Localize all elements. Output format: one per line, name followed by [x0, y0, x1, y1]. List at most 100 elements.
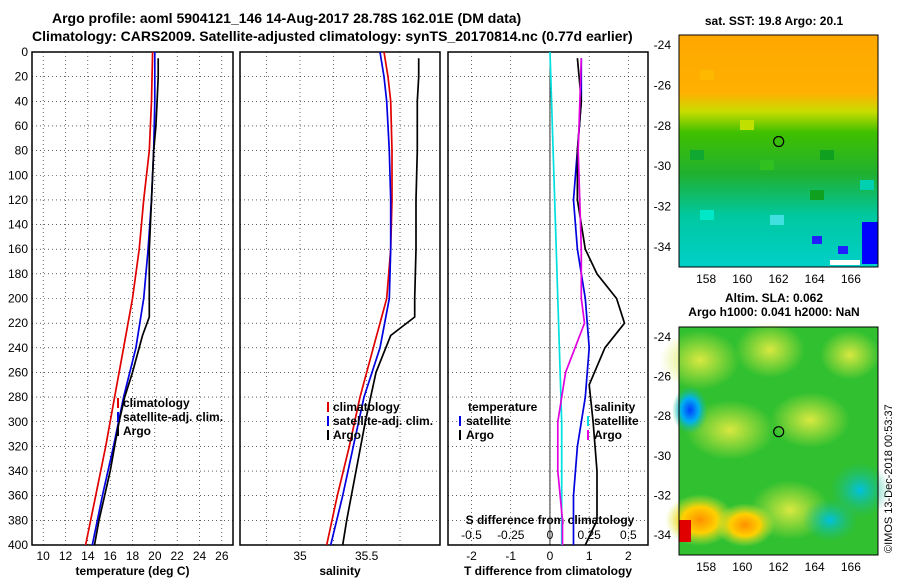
sst-pixel [770, 215, 784, 225]
x-tick-label: 18 [126, 549, 140, 563]
sla-blob [715, 503, 775, 547]
chart-title-line2: Climatology: CARS2009. Satellite-adjuste… [32, 28, 633, 44]
series-line [84, 51, 154, 546]
y-tick-label: 400 [8, 538, 28, 552]
y-tick-label: 20 [15, 70, 29, 84]
y-tick-label: 100 [8, 168, 28, 182]
lat-tick-label: -32 [654, 199, 672, 213]
y-tick-label: 360 [8, 489, 28, 503]
y-tick-label: 200 [8, 292, 28, 306]
map-frame [678, 326, 879, 556]
lat-tick-label: -30 [654, 449, 672, 463]
x2-tick-label: -0.5 [461, 528, 482, 542]
x-axis-label: T difference from climatology [464, 564, 632, 578]
y-tick-label: 80 [15, 144, 29, 158]
sst-pixel [700, 70, 714, 80]
x-tick-label: 1 [586, 549, 593, 563]
chart-title-line1: Argo profile: aoml 5904121_146 14-Aug-20… [52, 10, 522, 26]
lat-tick-label: -26 [654, 370, 672, 384]
map-sla [660, 322, 890, 556]
y-tick-label: 180 [8, 267, 28, 281]
sst-pixel [820, 150, 834, 160]
series-line [341, 58, 420, 546]
lat-tick-label: -24 [654, 38, 672, 52]
lat-tick-label: -24 [654, 330, 672, 344]
sst-blue-patch [812, 236, 822, 244]
sst-pixel [740, 120, 754, 130]
legend-label: satellite-adj. clim. [123, 410, 223, 424]
lat-tick-label: -28 [654, 119, 672, 133]
legend-label: Argo [333, 428, 361, 442]
series-line [325, 51, 393, 546]
y-tick-label: 160 [8, 242, 28, 256]
x-tick-label: 20 [148, 549, 162, 563]
sst-blue-patch [862, 222, 878, 264]
lat-tick-label: -34 [654, 528, 672, 542]
lon-tick-label: 164 [805, 560, 825, 574]
legend-label: Argo [123, 424, 151, 438]
x-axis-label: salinity [319, 564, 361, 578]
legend-label: satellite [466, 414, 511, 428]
plot-frame-s [239, 51, 441, 546]
y-tick-label: 60 [15, 119, 29, 133]
y-tick-label: 380 [8, 513, 28, 527]
lat-tick-label: -34 [654, 240, 672, 254]
land-gap [830, 260, 860, 265]
x-tick-label: 10 [36, 549, 50, 563]
x-tick-label: -1 [505, 549, 516, 563]
sla-blob [770, 392, 850, 448]
x-tick-label: 24 [193, 549, 207, 563]
x2-tick-label: 0 [547, 528, 554, 542]
sla-blob [802, 498, 858, 542]
x-tick-label: 35 [293, 549, 307, 563]
series-line [93, 58, 160, 546]
lon-tick-label: 160 [732, 272, 752, 286]
lon-tick-label: 162 [768, 272, 788, 286]
sla-map-subtitle: Argo h1000: 0.041 h2000: NaN [688, 305, 859, 319]
y-tick-label: 260 [8, 365, 28, 379]
legend-label: climatology [123, 396, 190, 410]
sla-red-patch [679, 520, 691, 542]
argo-location-marker [773, 135, 785, 148]
x2-tick-label: -0.25 [497, 528, 525, 542]
series-line [576, 58, 626, 546]
series-line [329, 51, 392, 546]
y-tick-label: 120 [8, 193, 28, 207]
x-tick-label: 0 [547, 549, 554, 563]
y-tick-label: 240 [8, 341, 28, 355]
legend-label: climatology [333, 400, 400, 414]
y-tick-label: 220 [8, 316, 28, 330]
legend-label: Argo [594, 428, 622, 442]
sst-pixel [860, 180, 874, 190]
lon-tick-label: 158 [696, 272, 716, 286]
plot-frame-d [447, 51, 649, 546]
x-tick-label: 2 [625, 549, 632, 563]
lon-tick-label: 164 [805, 272, 825, 286]
legend-label: satellite [594, 414, 639, 428]
lat-tick-label: -32 [654, 489, 672, 503]
y-tick-label: 300 [8, 415, 28, 429]
sla-blob [735, 322, 805, 378]
argo-location-marker [773, 426, 785, 438]
legend-label: satellite-adj. clim. [333, 414, 433, 428]
lon-tick-label: 166 [841, 560, 861, 574]
sst-pixel [690, 150, 704, 160]
x-tick-label: 16 [103, 549, 117, 563]
y-tick-label: 40 [15, 94, 29, 108]
y-tick-label: 320 [8, 439, 28, 453]
x-tick-label: 35.5 [355, 549, 379, 563]
lat-tick-label: -26 [654, 78, 672, 92]
map-frame [678, 34, 879, 268]
sst-pixel [700, 210, 714, 220]
sla-blob [820, 330, 880, 380]
lon-tick-label: 158 [696, 560, 716, 574]
legend-title: temperature [468, 400, 538, 414]
sst-map-title: sat. SST: 19.8 Argo: 20.1 [705, 14, 844, 28]
y-tick-label: 0 [21, 45, 28, 59]
lon-tick-label: 166 [841, 272, 861, 286]
x-tick-label: 14 [81, 549, 95, 563]
series-line [549, 51, 563, 545]
sst-pixel [760, 160, 774, 170]
x-tick-label: 26 [215, 549, 229, 563]
